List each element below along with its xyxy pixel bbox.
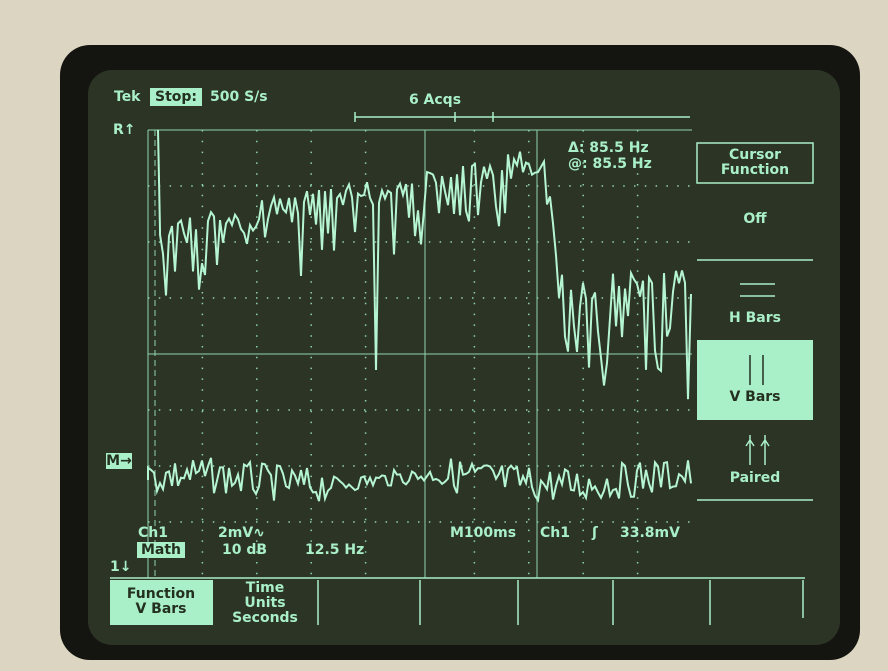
trigger-slope: ʃ — [591, 525, 599, 541]
trigger-source: Ch1 — [540, 525, 570, 541]
brand: Tek — [114, 89, 141, 105]
side-menu-label: Paired — [730, 470, 781, 486]
math-label: Math — [141, 542, 181, 558]
bottom-menu-label: Seconds — [232, 610, 298, 626]
math-frequency: 12.5 Hz — [305, 542, 364, 558]
bottom-menu-label: Units — [244, 595, 285, 611]
bottom-menu-label: Time — [246, 580, 284, 596]
ref-marker: R↑ — [113, 122, 136, 138]
side-menu-label: V Bars — [729, 389, 780, 405]
channel: Ch1 — [138, 525, 168, 541]
bottom-menu-label: Function — [127, 586, 195, 602]
ch1-marker: 1↓ — [110, 559, 131, 575]
math-marker: M→ — [106, 453, 132, 469]
scale: 2mV∿ — [218, 525, 265, 541]
bottom-menu-label: V Bars — [135, 601, 186, 617]
math-scale: 10 dB — [222, 542, 267, 558]
trigger-level: 33.8mV — [620, 525, 680, 541]
timebase: M100ms — [450, 525, 516, 541]
side-menu-label: H Bars — [729, 310, 781, 326]
state: Stop: — [155, 89, 197, 105]
side-menu-label: Off — [743, 211, 767, 227]
oscilloscope-photo: Tek Stop: 500 S/s 6 Acqs Δ: 85.5 Hz @: 8… — [0, 0, 888, 671]
side-menu-label: Cursor — [729, 147, 781, 163]
delta-readout: Δ: 85.5 Hz — [568, 140, 649, 156]
selected-item — [697, 340, 813, 420]
at-readout: @: 85.5 Hz — [568, 156, 652, 172]
side-menu-label: Function — [721, 162, 789, 178]
sample-rate: 500 S/s — [210, 89, 268, 105]
acquisitions: 6 Acqs — [409, 92, 461, 108]
